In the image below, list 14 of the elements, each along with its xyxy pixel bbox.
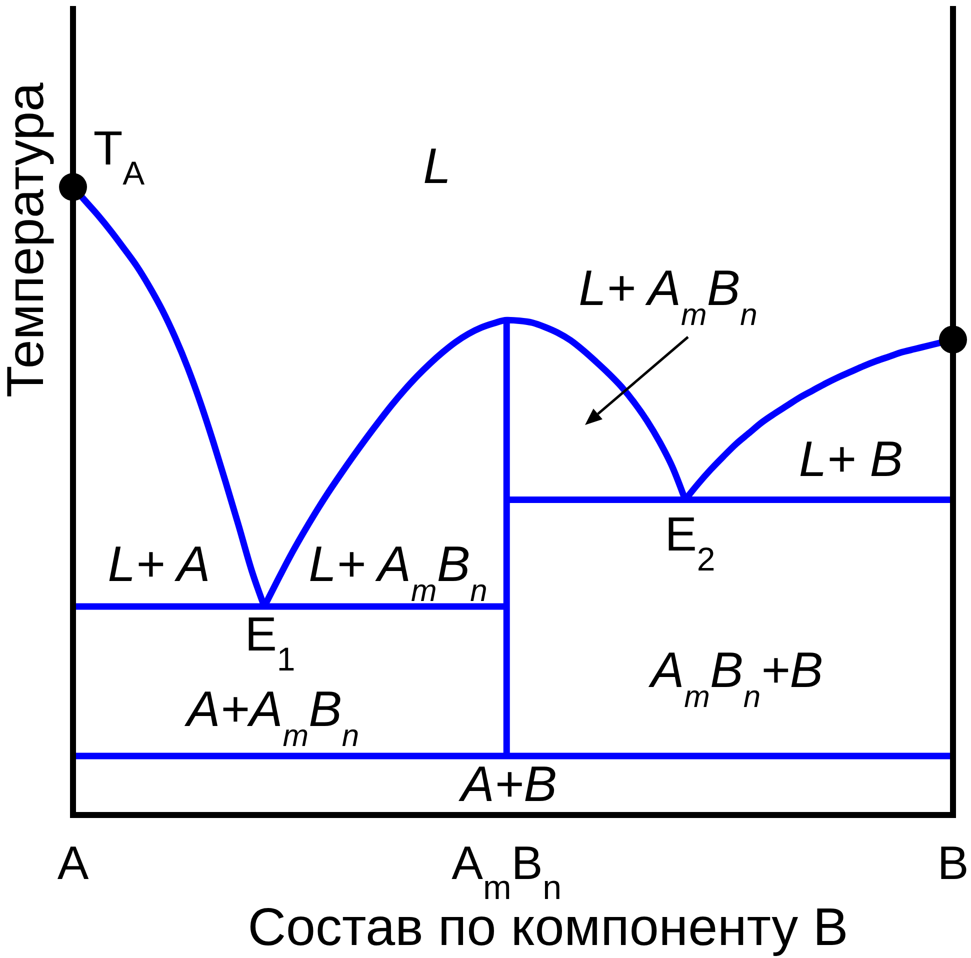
annotation: L+ B	[798, 431, 904, 487]
annotation: A+B	[458, 756, 557, 812]
annotation: L+ A$_{m}$B$_{n}$	[308, 536, 488, 608]
annotation: L+ A$_{m}$B$_{n}$	[578, 260, 758, 332]
annotation: A$_{m}$B$_{n}$+B	[648, 642, 824, 714]
annotation: A+A$_{m}$B$_{n}$	[184, 681, 360, 753]
y-axis-title: Температура	[0, 82, 55, 398]
annotation: E$_{1}$	[244, 608, 296, 678]
x-tick-label: A	[57, 836, 90, 889]
annotation: T$_{A}$	[93, 122, 145, 192]
annotation: E$_{2}$	[664, 508, 716, 578]
annotation: L+ A	[108, 536, 210, 592]
x-tick-label: B	[937, 836, 969, 889]
annotation: L	[423, 138, 451, 194]
